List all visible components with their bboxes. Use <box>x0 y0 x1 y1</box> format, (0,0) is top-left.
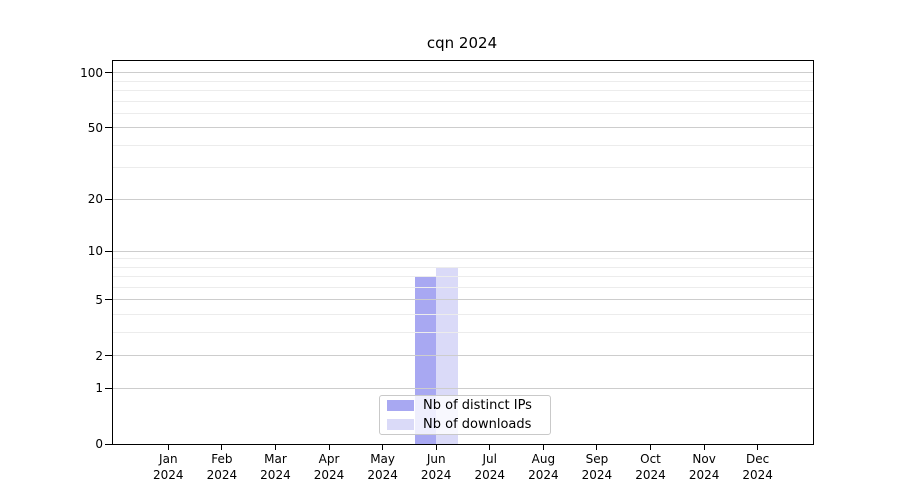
y-gridline-major <box>113 299 813 301</box>
y-gridline-minor <box>113 286 813 288</box>
y-gridline-minor <box>113 332 813 333</box>
x-tick-label-month: Oct <box>640 452 661 466</box>
y-tick-mark <box>105 250 112 252</box>
x-tick-label-year: 2024 <box>313 468 345 482</box>
x-tick-label: Jul 2024 <box>458 451 522 483</box>
y-gridline-minor <box>113 144 813 146</box>
y-gridline-major <box>113 198 813 200</box>
x-tick-label-year: 2024 <box>581 468 613 482</box>
y-gridline-minor <box>113 90 813 92</box>
x-tick-label: Aug 2024 <box>511 451 575 483</box>
x-tick-label: Dec 2024 <box>726 451 790 483</box>
x-tick-mark <box>703 444 705 450</box>
y-gridline-major <box>113 250 813 252</box>
x-tick-label-year: 2024 <box>528 468 559 482</box>
x-tick-label-year: 2024 <box>420 468 452 482</box>
x-tick-label: Feb 2024 <box>190 451 254 483</box>
y-tick-label: 2 <box>95 348 103 363</box>
x-tick-mark <box>435 444 437 450</box>
y-gridline-major <box>113 355 813 357</box>
x-tick-mark <box>596 444 598 450</box>
x-tick-label-year: 2024 <box>688 468 720 482</box>
x-tick-mark <box>489 444 491 450</box>
y-tick-mark <box>105 355 112 357</box>
y-tick-label: 10 <box>87 244 103 259</box>
legend: Nb of distinct IPs Nb of downloads <box>379 395 551 435</box>
x-tick-mark <box>328 444 330 450</box>
x-tick-label-year: 2024 <box>206 468 238 482</box>
y-gridline-minor <box>113 266 813 268</box>
x-tick-label: Mar 2024 <box>243 451 307 483</box>
plot-area: 0 1 2 5 10 20 50 100 Jan 2024 Feb 2024 Mar 2024 Apr 20… <box>80 60 814 482</box>
x-tick-label-month: Apr <box>318 452 340 466</box>
y-tick-mark <box>105 299 112 301</box>
x-tick-label-month: Dec <box>746 452 770 466</box>
x-tick-label-month: May <box>370 452 396 466</box>
y-tick-label: 100 <box>80 65 103 80</box>
y-gridline-major <box>113 72 813 74</box>
x-tick-mark <box>274 444 276 450</box>
y-gridline-minor <box>113 258 813 260</box>
x-tick-mark <box>757 444 759 450</box>
y-tick-mark <box>105 387 112 389</box>
x-tick-mark <box>382 444 384 450</box>
x-tick-label: Jan 2024 <box>136 451 200 483</box>
grid-layer <box>113 61 813 444</box>
x-tick-label: Apr 2024 <box>297 451 361 483</box>
x-tick-label-year: 2024 <box>367 468 398 482</box>
x-tick-mark <box>542 444 544 450</box>
y-gridline-minor <box>113 112 813 114</box>
x-tick-label-year: 2024 <box>742 468 773 482</box>
x-tick-mark <box>167 444 169 450</box>
x-tick-label-month: Sep <box>585 452 609 466</box>
x-tick-label-month: Feb <box>211 452 233 466</box>
y-gridline-minor <box>113 167 813 169</box>
x-tick-label-month: Jan <box>159 452 178 466</box>
y-tick-label: 20 <box>87 192 103 207</box>
y-tick-mark <box>105 443 112 445</box>
legend-entry: Nb of distinct IPs <box>387 398 550 413</box>
x-tick-label-year: 2024 <box>153 468 184 482</box>
x-tick-label-month: Nov <box>692 452 716 466</box>
x-axis: Jan 2024 Feb 2024 Mar 2024 Apr 2024 May 2024 Jun 20… <box>113 61 813 482</box>
x-tick-label: Sep 2024 <box>565 451 629 483</box>
x-tick-label: Nov 2024 <box>672 451 736 483</box>
x-tick-label: Jun 2024 <box>404 451 468 483</box>
legend-label: Nb of downloads <box>423 417 532 432</box>
x-tick-label: Oct 2024 <box>619 451 683 483</box>
legend-entry: Nb of downloads <box>387 417 550 432</box>
legend-swatch-downloads <box>387 419 414 430</box>
x-tick-label: May 2024 <box>351 451 415 483</box>
y-gridline-minor <box>113 80 813 82</box>
chart-title: cqn 2024 <box>426 34 498 52</box>
y-tick-label: 5 <box>95 292 103 307</box>
y-tick-mark <box>105 127 112 129</box>
x-tick-label-year: 2024 <box>260 468 291 482</box>
y-tick-mark <box>105 198 112 200</box>
y-axis: 0 1 2 5 10 20 50 100 <box>80 61 813 451</box>
x-tick-label-year: 2024 <box>474 468 506 482</box>
y-tick-label: 50 <box>87 120 103 135</box>
y-gridline-major <box>113 387 813 389</box>
x-tick-label-month: Mar <box>264 452 287 466</box>
y-gridline-major <box>113 127 813 129</box>
x-tick-label-month: Jul <box>482 452 497 466</box>
y-tick-label: 0 <box>95 437 103 451</box>
y-gridline-minor <box>113 276 813 278</box>
x-tick-mark <box>650 444 652 450</box>
x-tick-label-month: Aug <box>531 452 556 466</box>
legend-label: Nb of distinct IPs <box>423 398 532 413</box>
x-tick-label-year: 2024 <box>635 468 666 482</box>
y-gridline-minor <box>113 100 813 102</box>
y-tick-label: 1 <box>95 381 103 396</box>
y-tick-mark <box>105 72 112 74</box>
x-tick-mark <box>221 444 223 450</box>
legend-swatch-distinct-ips <box>387 400 414 411</box>
y-gridline-minor <box>113 314 813 316</box>
x-tick-label-month: Jun <box>426 452 446 466</box>
